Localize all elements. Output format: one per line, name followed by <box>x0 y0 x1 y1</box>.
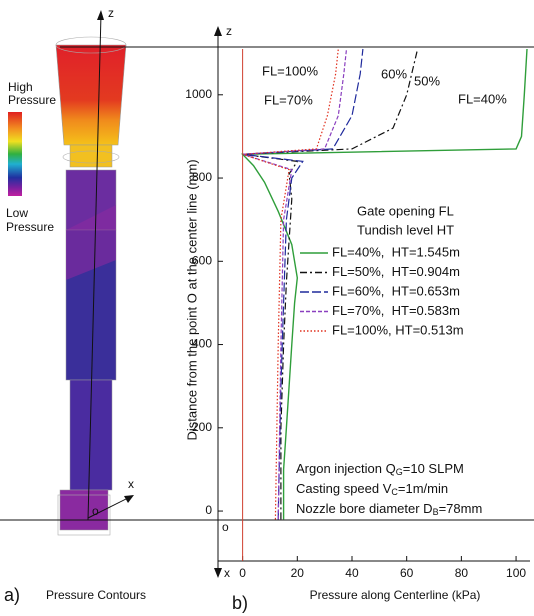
legend-label: FL=50%, HT=0.904m <box>332 264 460 279</box>
curve-label: FL=100% <box>262 63 318 78</box>
series-line <box>243 49 347 519</box>
x-tick-label: 40 <box>345 566 359 580</box>
legend-low: Pressure <box>6 220 54 234</box>
note: Casting speed VC=1m/min <box>296 481 448 497</box>
note-part: Nozzle bore diameter D <box>296 501 433 516</box>
legend-label: FL=70%, HT=0.583m <box>332 303 460 318</box>
note-part: G <box>396 467 403 477</box>
note-part: =1m/min <box>398 481 448 496</box>
note: Argon injection QG=10 SLPM <box>296 461 464 477</box>
x-tick-label: 80 <box>455 566 469 580</box>
x-tick-label: 20 <box>291 566 305 580</box>
legend-label: FL=40%, HT=1.545m <box>332 244 460 259</box>
note-part: Casting speed V <box>296 481 392 496</box>
curve-label: 50% <box>414 73 440 88</box>
curve-label: FL=70% <box>264 92 313 107</box>
y-tick-label: 800 <box>192 170 212 184</box>
series-line <box>243 49 339 519</box>
origin: o <box>222 520 229 534</box>
legend-label: FL=60%, HT=0.653m <box>332 283 460 298</box>
arrow <box>214 26 222 36</box>
legend-title: Gate opening FL <box>357 203 454 218</box>
curve-label: FL=40% <box>458 91 507 106</box>
legend-low: Low <box>6 206 28 220</box>
axis-z: z <box>108 6 114 20</box>
x-tick-label: 100 <box>506 566 526 580</box>
x-tick-label: 0 <box>239 566 246 580</box>
curve-label: 60% <box>381 66 407 81</box>
note-part: =10 SLPM <box>403 461 464 476</box>
x-axis-title: Pressure along Centerline (kPa) <box>310 588 481 602</box>
legend-label: FL=100%, HT=0.513m <box>332 322 464 337</box>
y-axis-title: Distance from the point O at the center … <box>184 159 199 440</box>
axis-x: x <box>224 566 230 580</box>
y-tick-label: 400 <box>192 337 212 351</box>
y-tick-label: 1000 <box>185 87 212 101</box>
panel-letter: a) <box>4 585 20 605</box>
y-tick-label: 600 <box>192 253 212 267</box>
panel-caption: Pressure Contours <box>46 588 146 602</box>
legend-high: High <box>8 80 33 94</box>
y-tick-label: 200 <box>192 420 212 434</box>
panel-letter: b) <box>232 593 248 613</box>
legend-high: Pressure <box>8 93 56 107</box>
origin: o <box>92 504 99 518</box>
axis-x: x <box>128 477 134 491</box>
note: Nozzle bore diameter DB=78mm <box>296 501 482 517</box>
axis-z: z <box>226 24 232 38</box>
legend-title: Tundish level HT <box>357 222 454 237</box>
note-part: Argon injection Q <box>296 461 396 476</box>
note-part: =78mm <box>439 501 483 516</box>
x-tick-label: 60 <box>400 566 414 580</box>
arrow <box>214 568 222 578</box>
y-tick-label: 0 <box>205 503 212 517</box>
figure: High Pressure Low Pressure z x o a) Pres… <box>0 0 534 616</box>
